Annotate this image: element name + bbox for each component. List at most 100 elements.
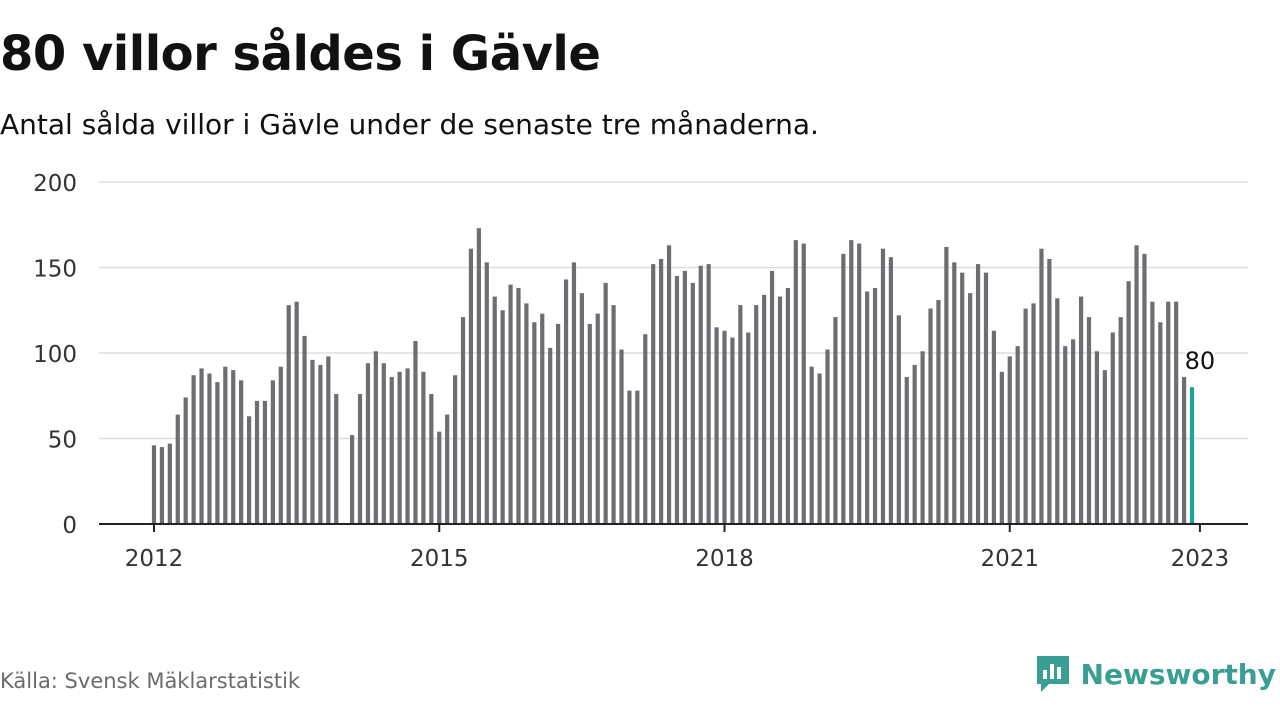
bar bbox=[318, 364, 323, 524]
bar bbox=[1063, 346, 1068, 524]
bar bbox=[809, 366, 814, 524]
value-annotation: 80 bbox=[1185, 347, 1216, 375]
bar bbox=[365, 363, 371, 524]
bar bbox=[690, 282, 695, 524]
bar bbox=[698, 265, 703, 524]
bar bbox=[975, 264, 981, 524]
bar bbox=[674, 276, 680, 524]
chart-subtitle: Antal sålda villor i Gävle under de sena… bbox=[0, 108, 819, 141]
bar bbox=[1031, 303, 1036, 524]
bar bbox=[928, 308, 933, 524]
bar bbox=[635, 390, 640, 524]
bar bbox=[769, 270, 775, 524]
bar bbox=[960, 272, 965, 524]
bar bbox=[223, 366, 228, 524]
bar bbox=[872, 288, 878, 524]
bar bbox=[746, 332, 751, 524]
x-tick-label: 2015 bbox=[410, 546, 469, 572]
bar bbox=[999, 371, 1004, 524]
bar bbox=[254, 400, 260, 524]
bar-highlight bbox=[1189, 387, 1195, 524]
bar bbox=[849, 240, 854, 524]
bar bbox=[841, 253, 846, 524]
bar bbox=[1181, 376, 1187, 524]
bar bbox=[357, 394, 363, 524]
bar bbox=[310, 359, 315, 524]
newsworthy-logo-icon bbox=[1036, 656, 1069, 692]
bar bbox=[516, 288, 521, 524]
bar bbox=[643, 334, 648, 524]
bar bbox=[968, 293, 973, 524]
y-tick-label: 150 bbox=[33, 257, 77, 283]
bar bbox=[468, 248, 474, 524]
bar bbox=[833, 317, 838, 524]
bar bbox=[619, 349, 624, 524]
bar bbox=[231, 370, 236, 524]
y-tick-label: 0 bbox=[62, 513, 77, 539]
bar bbox=[445, 414, 450, 524]
bar bbox=[246, 416, 252, 524]
bar bbox=[215, 382, 220, 524]
x-axis: 2012 2015 2018 2021 2023 bbox=[99, 523, 1248, 572]
bar bbox=[762, 294, 767, 524]
bar bbox=[191, 375, 196, 524]
bar bbox=[722, 330, 727, 524]
bar bbox=[167, 443, 172, 524]
bar bbox=[880, 248, 886, 524]
bar bbox=[1047, 258, 1052, 524]
bar bbox=[278, 366, 283, 524]
bar bbox=[1023, 308, 1028, 524]
bar bbox=[460, 317, 466, 524]
bar bbox=[587, 323, 592, 524]
bar bbox=[1039, 248, 1044, 524]
bar bbox=[1086, 317, 1092, 524]
bar bbox=[666, 245, 672, 524]
bar bbox=[373, 351, 378, 524]
bar bbox=[706, 264, 711, 524]
bar bbox=[508, 284, 513, 524]
y-tick-label: 100 bbox=[33, 342, 77, 368]
bar bbox=[754, 305, 759, 524]
bar bbox=[991, 330, 997, 524]
bar bbox=[548, 347, 553, 524]
bar bbox=[500, 310, 505, 524]
bar bbox=[912, 364, 917, 524]
bar bbox=[1134, 245, 1139, 524]
bar bbox=[1174, 301, 1179, 524]
bar bbox=[413, 341, 418, 524]
bar bbox=[801, 243, 806, 524]
bar bbox=[1078, 296, 1084, 524]
bar bbox=[793, 240, 798, 524]
bar bbox=[183, 397, 188, 524]
bar bbox=[785, 288, 790, 524]
bar bbox=[294, 301, 299, 524]
bar bbox=[936, 299, 941, 524]
bar bbox=[381, 363, 386, 524]
bar bbox=[421, 371, 426, 524]
bar bbox=[563, 279, 569, 524]
y-tick-label: 200 bbox=[33, 171, 77, 197]
source-note: Källa: Svensk Mäklarstatistik bbox=[0, 669, 301, 693]
bar bbox=[492, 296, 497, 524]
bar bbox=[1055, 298, 1060, 524]
bar bbox=[888, 257, 894, 524]
bar bbox=[199, 368, 204, 524]
bar bbox=[207, 373, 212, 524]
x-tick-label: 2012 bbox=[125, 546, 184, 572]
bar bbox=[437, 431, 442, 524]
bar bbox=[1150, 301, 1155, 524]
bar bbox=[603, 282, 608, 524]
bar bbox=[579, 293, 584, 524]
bar bbox=[1071, 339, 1076, 524]
bar bbox=[1015, 346, 1020, 524]
bar bbox=[1110, 332, 1115, 524]
bar bbox=[286, 305, 291, 524]
bar bbox=[571, 262, 577, 524]
bar bbox=[983, 272, 989, 524]
bar bbox=[452, 375, 458, 524]
bar bbox=[532, 322, 537, 524]
bar bbox=[817, 373, 822, 524]
bar bbox=[730, 337, 735, 524]
bar bbox=[429, 394, 434, 524]
